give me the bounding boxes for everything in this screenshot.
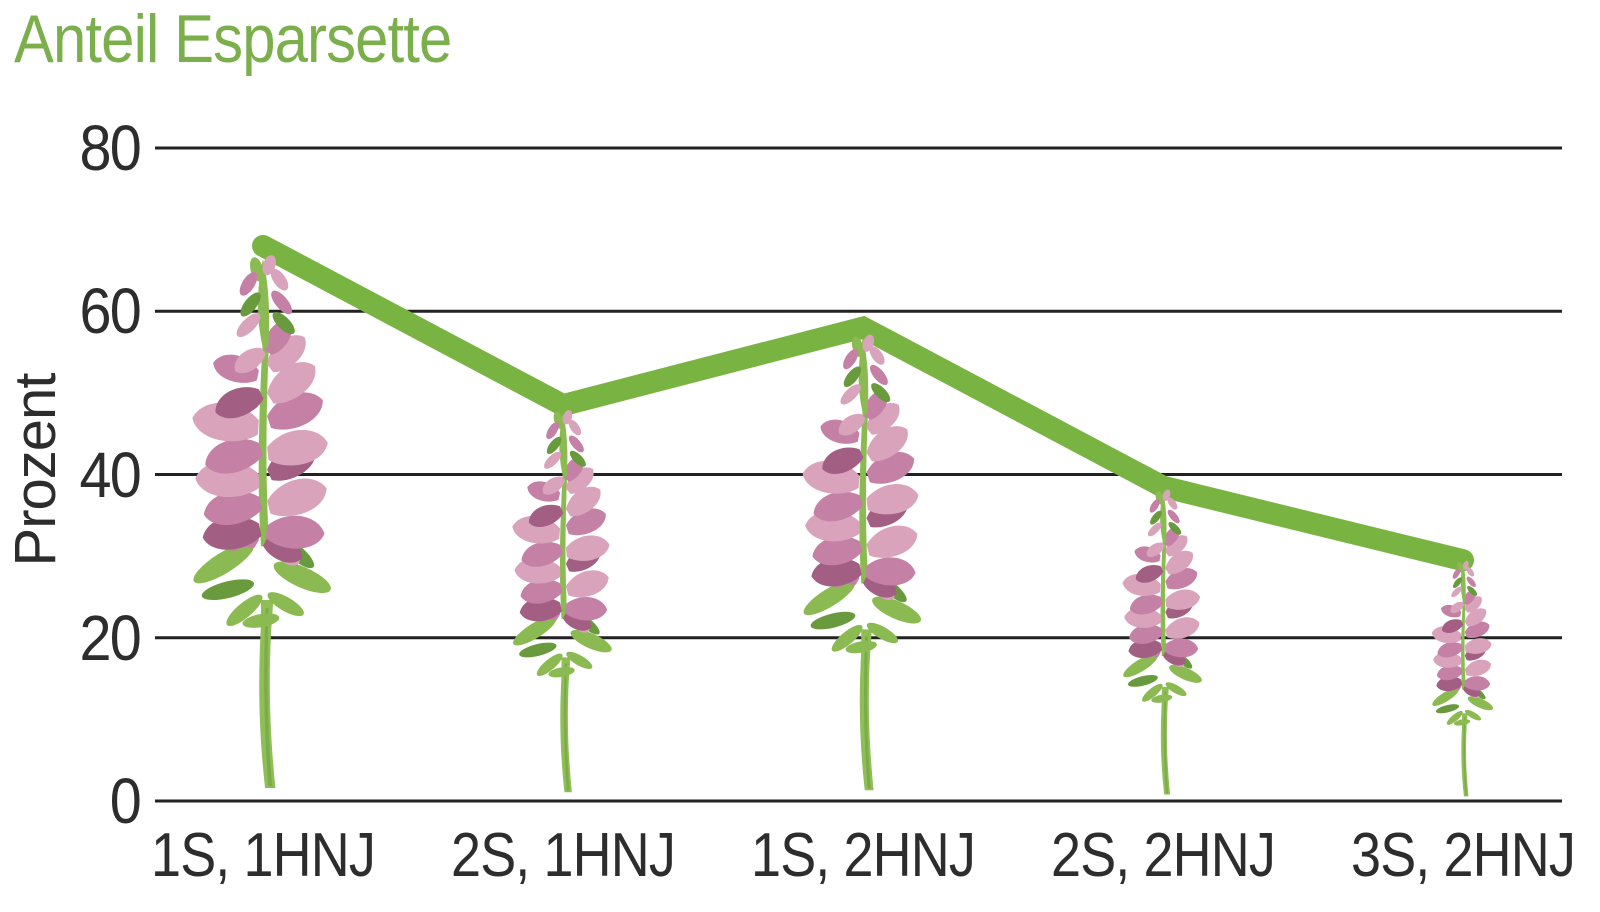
y-tick-label-80: 80 — [79, 112, 142, 184]
y-tick-label-20: 20 — [79, 601, 142, 674]
x-category-label: 1S, 1HNJ — [151, 821, 376, 890]
sainfoin-flower-marker — [509, 408, 615, 793]
chart-title: Anteil Esparsette — [14, 1, 452, 77]
gridlines — [155, 146, 1562, 803]
sainfoin-flower-marker — [188, 253, 335, 789]
x-category-label: 2S, 2HNJ — [1051, 821, 1276, 890]
sainfoin-flower-marker — [799, 333, 925, 791]
y-tick-label-40: 40 — [79, 438, 142, 511]
sainfoin-flower-marker — [1430, 560, 1495, 797]
x-category-label: 1S, 2HNJ — [751, 821, 976, 890]
y-tick-label-60: 60 — [79, 275, 142, 348]
x-category-label: 3S, 2HNJ — [1351, 821, 1576, 890]
y-tick-label-0: 0 — [109, 765, 142, 837]
sainfoin-flower-marker — [1120, 488, 1205, 795]
x-category-label: 2S, 1HNJ — [451, 821, 676, 890]
data-line — [252, 234, 1474, 572]
